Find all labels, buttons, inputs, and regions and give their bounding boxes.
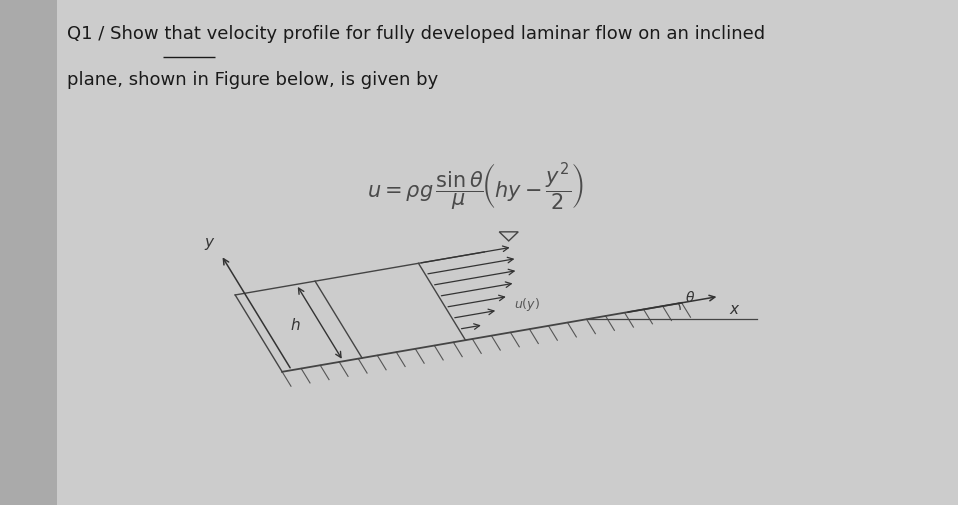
Text: $u(y)$: $u(y)$	[513, 295, 539, 313]
Text: $u = \rho g \,\dfrac{\sin\theta}{\mu}\!\left(hy - \dfrac{y^2}{2}\right)$: $u = \rho g \,\dfrac{\sin\theta}{\mu}\!\…	[367, 161, 583, 213]
Text: $h$: $h$	[290, 317, 301, 333]
Text: $x$: $x$	[729, 302, 741, 318]
Text: $y$: $y$	[204, 236, 216, 252]
Text: $\theta$: $\theta$	[685, 290, 695, 306]
Text: Q1 / Show that velocity profile for fully developed laminar flow on an inclined: Q1 / Show that velocity profile for full…	[66, 25, 764, 43]
Text: plane, shown in Figure below, is given by: plane, shown in Figure below, is given b…	[66, 71, 438, 89]
Bar	[0, 0, 57, 505]
